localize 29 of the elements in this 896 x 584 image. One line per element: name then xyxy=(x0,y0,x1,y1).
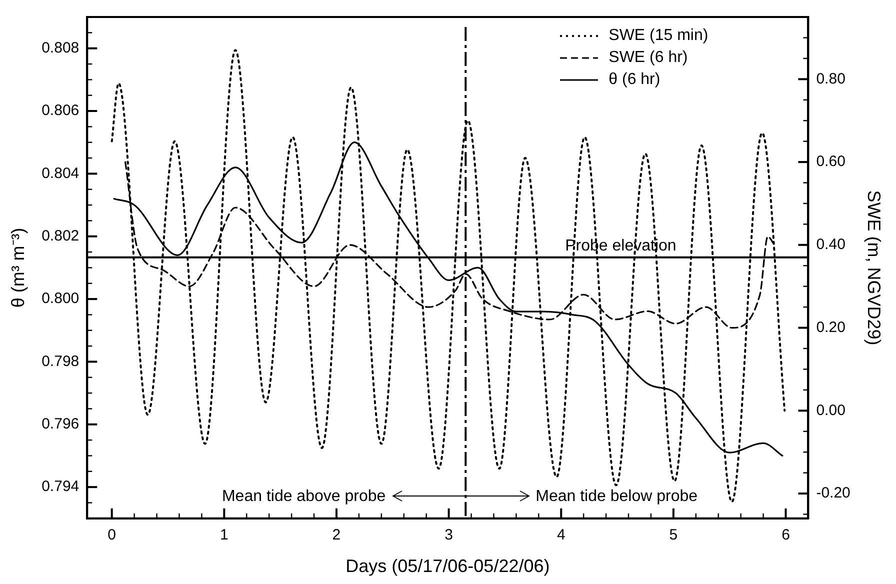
legend-label: SWE (6 hr) xyxy=(608,48,688,68)
y-tick-label: 0.806 xyxy=(42,102,80,120)
x-tick-label: 5 xyxy=(669,526,678,544)
y2-tick-label: 0.40 xyxy=(816,236,846,254)
x-axis-title: Days (05/17/06-05/22/06) xyxy=(346,556,550,576)
y-tick-label: 0.794 xyxy=(42,478,80,496)
x-tick-label: 0 xyxy=(108,526,116,544)
y-tick-label: 0.808 xyxy=(42,39,80,56)
y2-tick-label: 0.20 xyxy=(816,318,846,336)
x-tick-label: 4 xyxy=(556,526,566,544)
legend-label: SWE (15 min) xyxy=(608,26,708,46)
y2-tick-label: 0.60 xyxy=(816,153,846,170)
y2-tick-label: 0.80 xyxy=(816,70,846,88)
y2-axis-title: SWE (m, NGVD29) xyxy=(864,190,884,346)
x-tick-label: 6 xyxy=(782,526,790,544)
x-tick-label: 2 xyxy=(332,526,341,544)
y2-tick-label: 0.00 xyxy=(816,402,846,419)
y-tick-label: 0.798 xyxy=(42,352,80,370)
y-tick-label: 0.796 xyxy=(42,416,80,433)
annotation: Mean tide above probe xyxy=(222,488,386,505)
y-axis-title: θ (m³ m⁻³) xyxy=(8,228,28,308)
x-tick-label: 3 xyxy=(444,526,453,544)
x-tick-label: 1 xyxy=(220,526,228,544)
y-tick-label: 0.802 xyxy=(42,228,80,245)
annotation: Mean tide below probe xyxy=(536,488,698,505)
y-tick-label: 0.800 xyxy=(42,290,80,308)
y-tick-label: 0.804 xyxy=(42,164,80,182)
legend-label: θ (6 hr) xyxy=(608,70,660,90)
y2-tick-label: -0.20 xyxy=(816,484,850,502)
